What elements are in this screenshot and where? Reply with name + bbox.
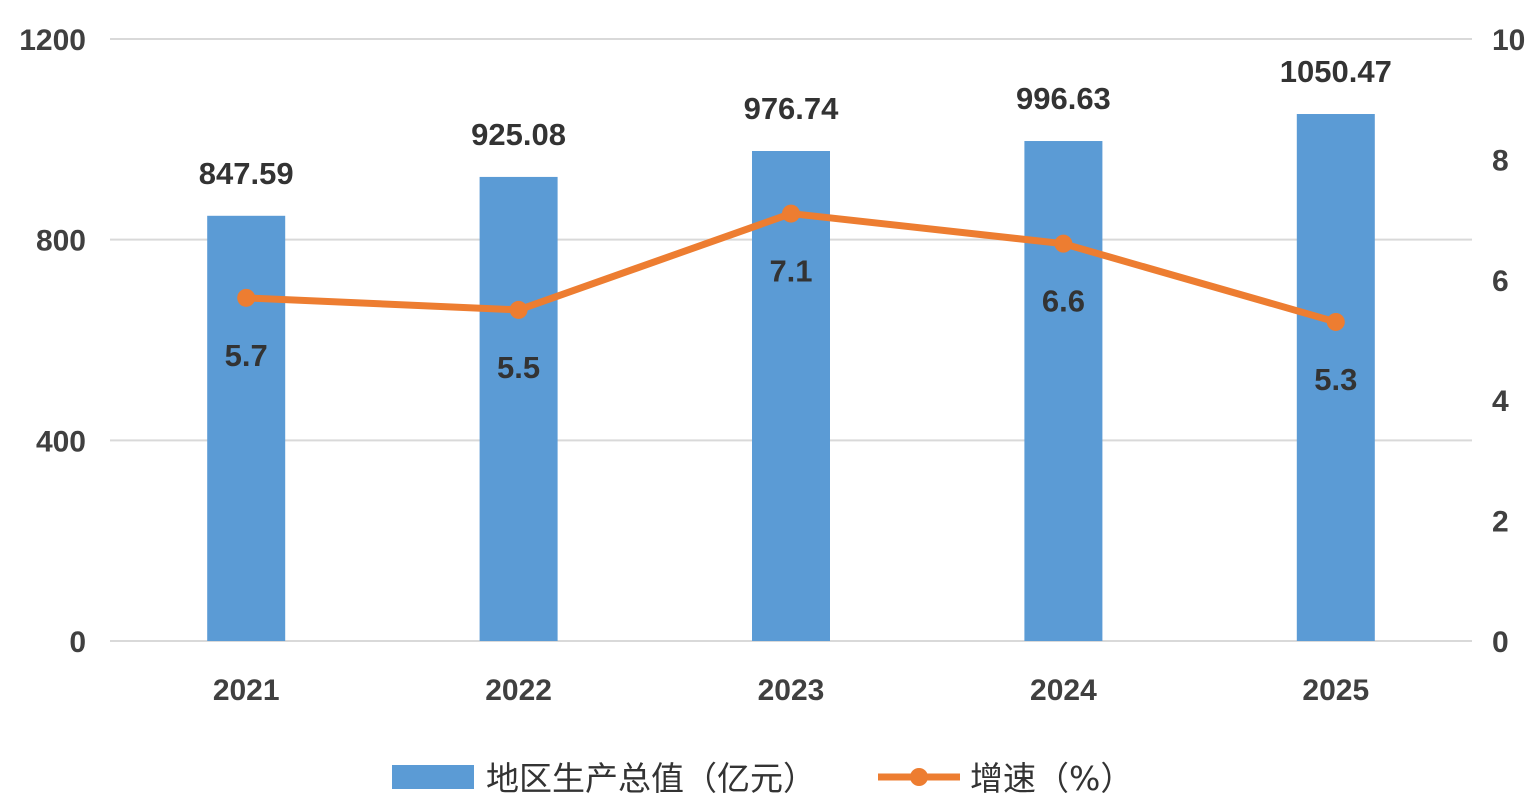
line-data-label: 5.3 — [1314, 362, 1357, 397]
x-tick-label: 2022 — [485, 674, 552, 707]
y-left-tick-label: 400 — [36, 425, 86, 458]
y-right-tick-label: 2 — [1492, 506, 1509, 539]
line-data-label: 7.1 — [769, 254, 812, 289]
y-left-tick-label: 1200 — [19, 24, 86, 57]
line-point — [509, 300, 528, 319]
legend-marker-line — [910, 768, 928, 786]
bar — [479, 176, 558, 641]
line-point — [1326, 312, 1345, 331]
x-tick-label: 2023 — [758, 674, 825, 707]
bar-data-label: 847.59 — [199, 156, 294, 191]
y-right-tick-label: 10 — [1492, 24, 1525, 57]
bar — [207, 215, 286, 641]
bar-data-label: 976.74 — [744, 91, 840, 126]
line-data-label: 5.7 — [225, 338, 268, 373]
y-left-tick-label: 800 — [36, 225, 86, 258]
y-right-tick-label: 0 — [1492, 626, 1509, 659]
line-data-label: 6.6 — [1042, 284, 1085, 319]
bar-data-label: 925.08 — [471, 117, 566, 152]
bar — [752, 151, 830, 641]
legend-swatch-bar — [392, 765, 474, 789]
legend-label-line: 增速（%） — [970, 759, 1133, 798]
y-right-tick-label: 6 — [1492, 265, 1509, 298]
line-series: 5.7 5.5 7.1 6.6 5.3 — [225, 204, 1357, 397]
line-point — [782, 204, 800, 223]
bar — [1024, 141, 1103, 641]
bar-data-label: 996.63 — [1016, 81, 1111, 116]
legend: 地区生产总值（亿元） 增速（%） — [392, 759, 1133, 798]
y-axis-left: 0 400 800 1200 — [19, 24, 86, 659]
y-right-tick-label: 4 — [1492, 385, 1509, 418]
x-tick-label: 2025 — [1302, 674, 1369, 707]
line-data-label: 5.5 — [497, 350, 540, 385]
legend-label-bar: 地区生产总值（亿元） — [486, 759, 816, 798]
x-axis: 2021 2022 2023 2024 2025 — [213, 674, 1369, 707]
y-left-tick-label: 0 — [69, 626, 86, 659]
bar — [1296, 114, 1375, 641]
x-tick-label: 2021 — [213, 674, 280, 707]
x-tick-label: 2024 — [1030, 674, 1097, 707]
y-axis-right: 0 2 4 6 8 10 — [1492, 24, 1525, 659]
y-right-tick-label: 8 — [1492, 144, 1509, 177]
line-point — [1054, 234, 1073, 253]
bar-series: 847.59 925.08 976.74 996.63 1050.47 — [199, 54, 1392, 641]
bar-data-label: 1050.47 — [1280, 54, 1392, 89]
line-point — [237, 288, 256, 307]
